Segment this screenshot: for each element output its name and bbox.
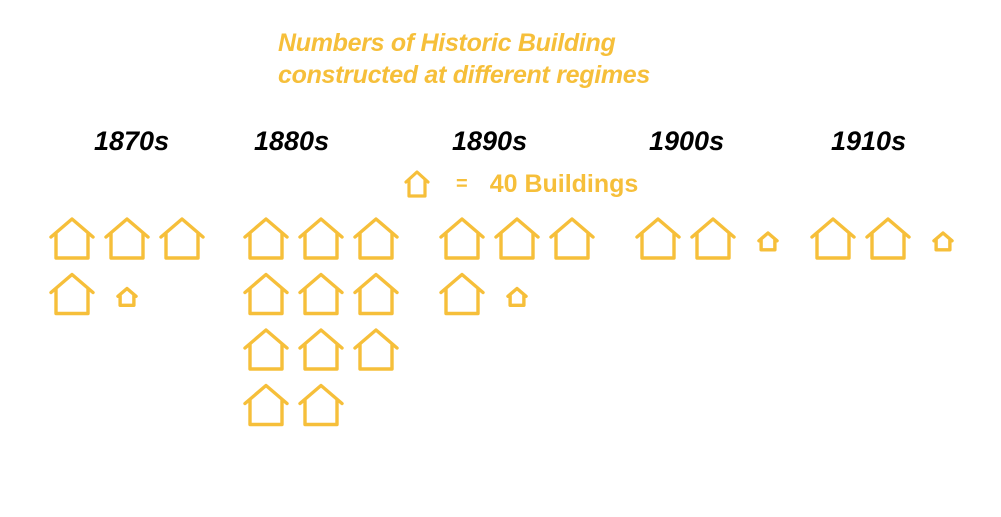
house-icon-1880s-8: [298, 328, 344, 371]
house-icon-1870s-2: [104, 217, 150, 260]
house-icon-1880s-10: [243, 383, 289, 427]
house-icon-1910s-1: [810, 217, 856, 260]
house-icon-1880s-1: [243, 217, 289, 260]
house-icon-1890s-3: [549, 217, 595, 260]
chart-title-line-1: Numbers of Historic Building: [278, 29, 616, 57]
house-icon-1870s-4: [49, 272, 95, 316]
partial-house-icon-1870s: [116, 286, 138, 307]
pictograph-icons: [49, 217, 954, 427]
house-icon-1870s-1: [49, 217, 95, 260]
partial-house-icon-1890s: [506, 286, 528, 307]
house-icon-1900s-2: [690, 217, 736, 260]
legend-house-icon: [404, 170, 430, 198]
category-label-1880s: 1880s: [254, 126, 330, 156]
house-icon-1880s-5: [298, 272, 344, 316]
category-label-1900s: 1900s: [649, 126, 725, 156]
chart-title-line-2: constructed at different regimes: [278, 61, 650, 89]
partial-house-icon-1900s: [757, 231, 779, 252]
legend-unit-label: 40 Buildings: [489, 169, 639, 198]
house-icon-1910s-2: [865, 217, 911, 260]
partial-house-icon-1910s: [932, 231, 954, 252]
house-icon-1880s-3: [353, 217, 399, 260]
house-icon-1890s-1: [439, 217, 485, 260]
category-label-1890s: 1890s: [452, 126, 528, 156]
legend: = 40 Buildings: [404, 167, 638, 201]
house-icon-1880s-4: [243, 272, 289, 316]
category-label-1870s: 1870s: [94, 126, 170, 156]
house-icon-1880s-9: [353, 328, 399, 371]
house-icon-1890s-4: [439, 272, 485, 316]
house-icon-1900s-1: [635, 217, 681, 260]
category-label-1910s: 1910s: [831, 126, 907, 156]
legend-equals-sign: =: [456, 172, 468, 195]
house-icon-1880s-11: [298, 383, 344, 427]
house-icon-1880s-2: [298, 217, 344, 260]
house-icon-1890s-2: [494, 217, 540, 260]
house-icon-1880s-6: [353, 272, 399, 316]
house-icon-1870s-3: [159, 217, 205, 260]
house-icon-1880s-7: [243, 328, 289, 371]
